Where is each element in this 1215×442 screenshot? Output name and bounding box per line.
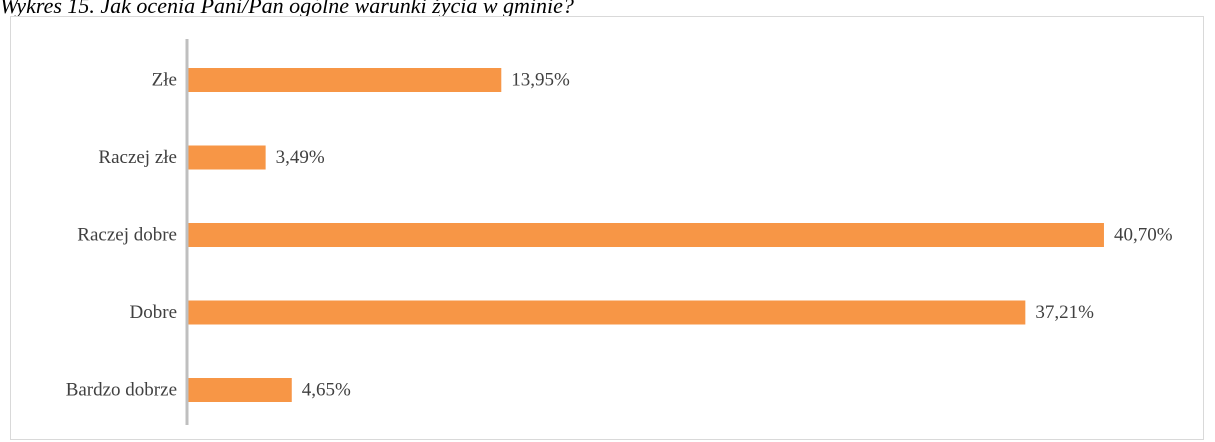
value-label-dobre: 37,21% (1035, 302, 1094, 323)
bars-layer (187, 68, 1104, 402)
category-label-dobre: Dobre (130, 302, 177, 323)
category-label-bardzo-dobrze: Bardzo dobrze (66, 380, 177, 401)
bar-raczej-zle (187, 145, 266, 170)
value-label-zle: 13,95% (511, 70, 570, 91)
value-label-raczej-zle: 3,49% (276, 147, 325, 168)
bar-raczej-dobre (187, 223, 1104, 247)
category-label-raczej-dobre: Raczej dobre (77, 225, 177, 246)
bar-zle (187, 68, 502, 92)
value-label-bardzo-dobrze: 4,65% (302, 380, 351, 401)
labels-layer: Złe 13,95% Raczej złe 3,49% Raczej dobre 40,7… (66, 70, 1173, 401)
value-label-raczej-dobre: 40,70% (1114, 225, 1173, 246)
category-label-zle: Złe (152, 70, 177, 91)
bar-bardzo-dobrze (187, 378, 292, 402)
bar-chart: Złe 13,95% Raczej złe 3,49% Raczej dobre 40,7… (66, 39, 1173, 425)
chart-caption: Wykres 15. Jak ocenia Pani/Pan ogólne wa… (0, 0, 574, 18)
chart-frame: Złe 13,95% Raczej złe 3,49% Raczej dobre 40,7… (10, 16, 1204, 440)
category-label-raczej-zle: Raczej złe (98, 147, 177, 168)
bar-dobre (187, 300, 1026, 325)
